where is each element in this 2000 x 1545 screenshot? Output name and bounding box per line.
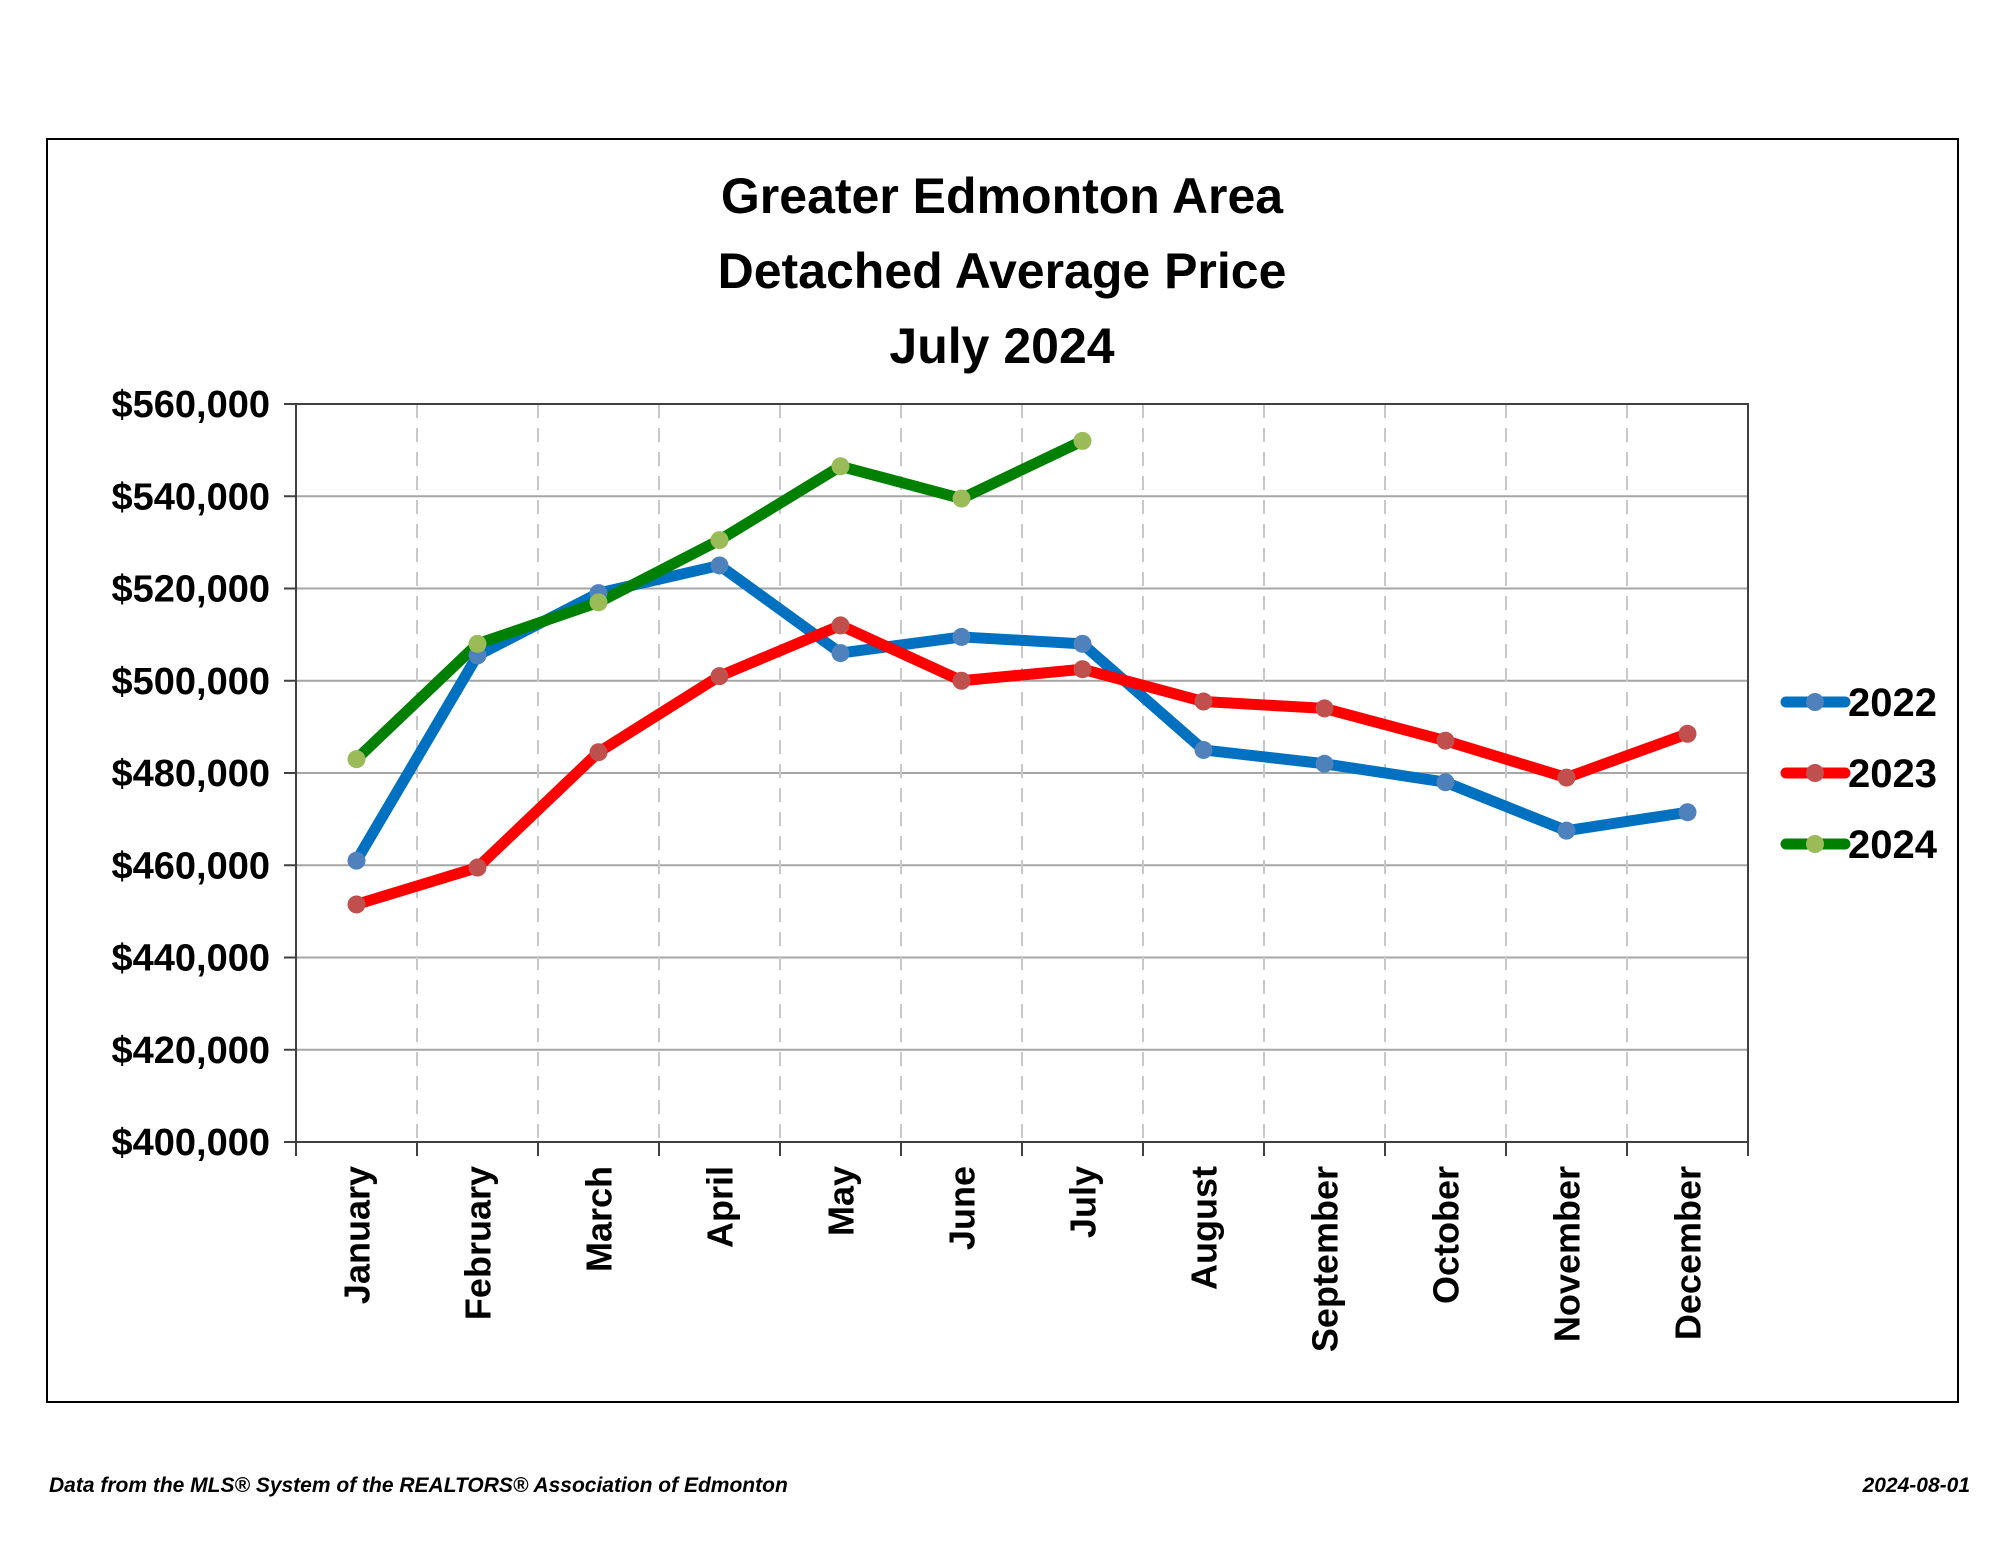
data-point-2022 <box>1557 821 1576 840</box>
data-point-2023 <box>1315 699 1334 718</box>
series-lines <box>347 431 1697 914</box>
data-point-2022 <box>347 851 366 870</box>
data-point-2023 <box>347 895 366 914</box>
chart-title-line: Detached Average Price <box>718 243 1287 299</box>
data-point-2023 <box>589 743 608 762</box>
grid <box>284 403 1749 1156</box>
y-axis: $400,000 $420,000 $440,000 $460,000 $480,000… <box>112 384 271 1164</box>
legend-marker-2023 <box>1806 764 1824 782</box>
series-line-2024 <box>351 435 1088 765</box>
data-point-2022 <box>1436 773 1455 792</box>
legend-marker-2024 <box>1806 835 1824 853</box>
data-point-2023 <box>1073 660 1092 679</box>
x-tick-label: July <box>1063 1166 1104 1238</box>
x-tick-label: December <box>1668 1166 1709 1340</box>
y-tick-label: $520,000 <box>112 569 271 611</box>
y-tick-label: $460,000 <box>112 845 271 887</box>
data-point-2024 <box>589 593 608 612</box>
data-point-2023 <box>710 667 729 686</box>
y-tick-label: $420,000 <box>112 1030 271 1072</box>
data-point-2023 <box>1678 724 1697 743</box>
data-point-2024 <box>468 634 487 653</box>
data-point-2022 <box>1315 754 1334 773</box>
y-tick-label: $500,000 <box>112 661 271 703</box>
x-tick-label: September <box>1305 1166 1346 1352</box>
legend-marker-2022 <box>1806 693 1824 711</box>
x-tick-label: February <box>458 1166 499 1320</box>
legend-label-2024: 2024 <box>1848 823 1938 867</box>
x-tick-label: August <box>1184 1166 1225 1290</box>
data-point-2024 <box>710 531 729 550</box>
footer-date: 2024-08-01 <box>1862 1474 1970 1497</box>
x-tick-label: November <box>1547 1166 1588 1342</box>
chart-title-line: July 2024 <box>889 318 1114 374</box>
chart-frame: Greater Edmonton Area Detached Average Pr… <box>46 138 1959 1403</box>
series-line-2023 <box>351 619 1693 910</box>
data-point-2023 <box>952 671 971 690</box>
chart-title: Greater Edmonton Area Detached Average Pr… <box>718 168 1287 374</box>
legend-label-2022: 2022 <box>1848 681 1937 725</box>
data-point-2023 <box>1557 768 1576 787</box>
data-point-2023 <box>1194 692 1213 711</box>
x-tick-label: April <box>700 1166 741 1248</box>
data-point-2024 <box>1073 431 1092 450</box>
data-point-2024 <box>952 489 971 508</box>
data-point-2022 <box>1073 634 1092 653</box>
y-tick-label: $400,000 <box>112 1122 271 1164</box>
chart-title-line: Greater Edmonton Area <box>721 168 1284 224</box>
data-point-2024 <box>831 457 850 476</box>
x-tick-label: January <box>337 1166 378 1304</box>
data-point-2022 <box>952 627 971 646</box>
data-point-2023 <box>468 858 487 877</box>
y-tick-label: $480,000 <box>112 753 271 795</box>
x-axis: January February March April May June July Augu… <box>337 1166 1709 1352</box>
legend-label-2023: 2023 <box>1848 752 1937 796</box>
y-tick-label: $540,000 <box>112 476 271 518</box>
x-tick-label: May <box>821 1166 862 1236</box>
x-tick-label: June <box>942 1166 983 1250</box>
legend: 2022 2023 2024 <box>1780 681 1938 867</box>
chart-svg: Greater Edmonton Area Detached Average Pr… <box>112 168 1938 1352</box>
y-tick-label: $560,000 <box>112 384 271 426</box>
data-point-2023 <box>1436 731 1455 750</box>
x-tick-label: March <box>579 1166 620 1272</box>
data-point-2022 <box>710 556 729 575</box>
data-point-2022 <box>1678 803 1697 822</box>
data-point-2023 <box>831 616 850 635</box>
footer-source: Data from the MLS® System of the REALTOR… <box>49 1474 788 1497</box>
x-tick-label: October <box>1426 1166 1467 1304</box>
y-tick-label: $440,000 <box>112 938 271 980</box>
data-point-2024 <box>347 750 366 769</box>
data-point-2022 <box>1194 740 1213 759</box>
data-point-2022 <box>831 644 850 663</box>
